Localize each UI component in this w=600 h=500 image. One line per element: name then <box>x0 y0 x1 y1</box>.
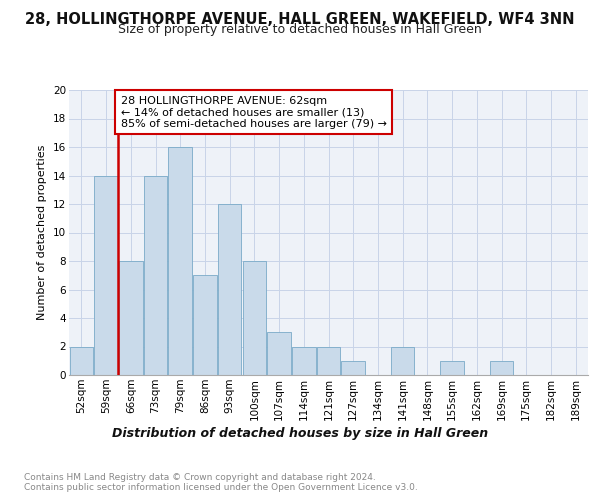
Bar <box>292 346 316 375</box>
Y-axis label: Number of detached properties: Number of detached properties <box>37 145 47 320</box>
Bar <box>119 261 143 375</box>
Text: Size of property relative to detached houses in Hall Green: Size of property relative to detached ho… <box>118 22 482 36</box>
Bar <box>490 361 513 375</box>
Bar <box>317 346 340 375</box>
Text: Contains public sector information licensed under the Open Government Licence v3: Contains public sector information licen… <box>24 484 418 492</box>
Bar <box>193 275 217 375</box>
Bar <box>70 346 93 375</box>
Bar <box>268 332 291 375</box>
Bar <box>218 204 241 375</box>
Bar <box>144 176 167 375</box>
Text: 28, HOLLINGTHORPE AVENUE, HALL GREEN, WAKEFIELD, WF4 3NN: 28, HOLLINGTHORPE AVENUE, HALL GREEN, WA… <box>25 12 575 28</box>
Bar <box>169 147 192 375</box>
Bar <box>94 176 118 375</box>
Bar <box>440 361 464 375</box>
Bar <box>391 346 415 375</box>
Bar <box>341 361 365 375</box>
Text: 28 HOLLINGTHORPE AVENUE: 62sqm
← 14% of detached houses are smaller (13)
85% of : 28 HOLLINGTHORPE AVENUE: 62sqm ← 14% of … <box>121 96 387 129</box>
Bar <box>242 261 266 375</box>
Text: Distribution of detached houses by size in Hall Green: Distribution of detached houses by size … <box>112 428 488 440</box>
Text: Contains HM Land Registry data © Crown copyright and database right 2024.: Contains HM Land Registry data © Crown c… <box>24 472 376 482</box>
